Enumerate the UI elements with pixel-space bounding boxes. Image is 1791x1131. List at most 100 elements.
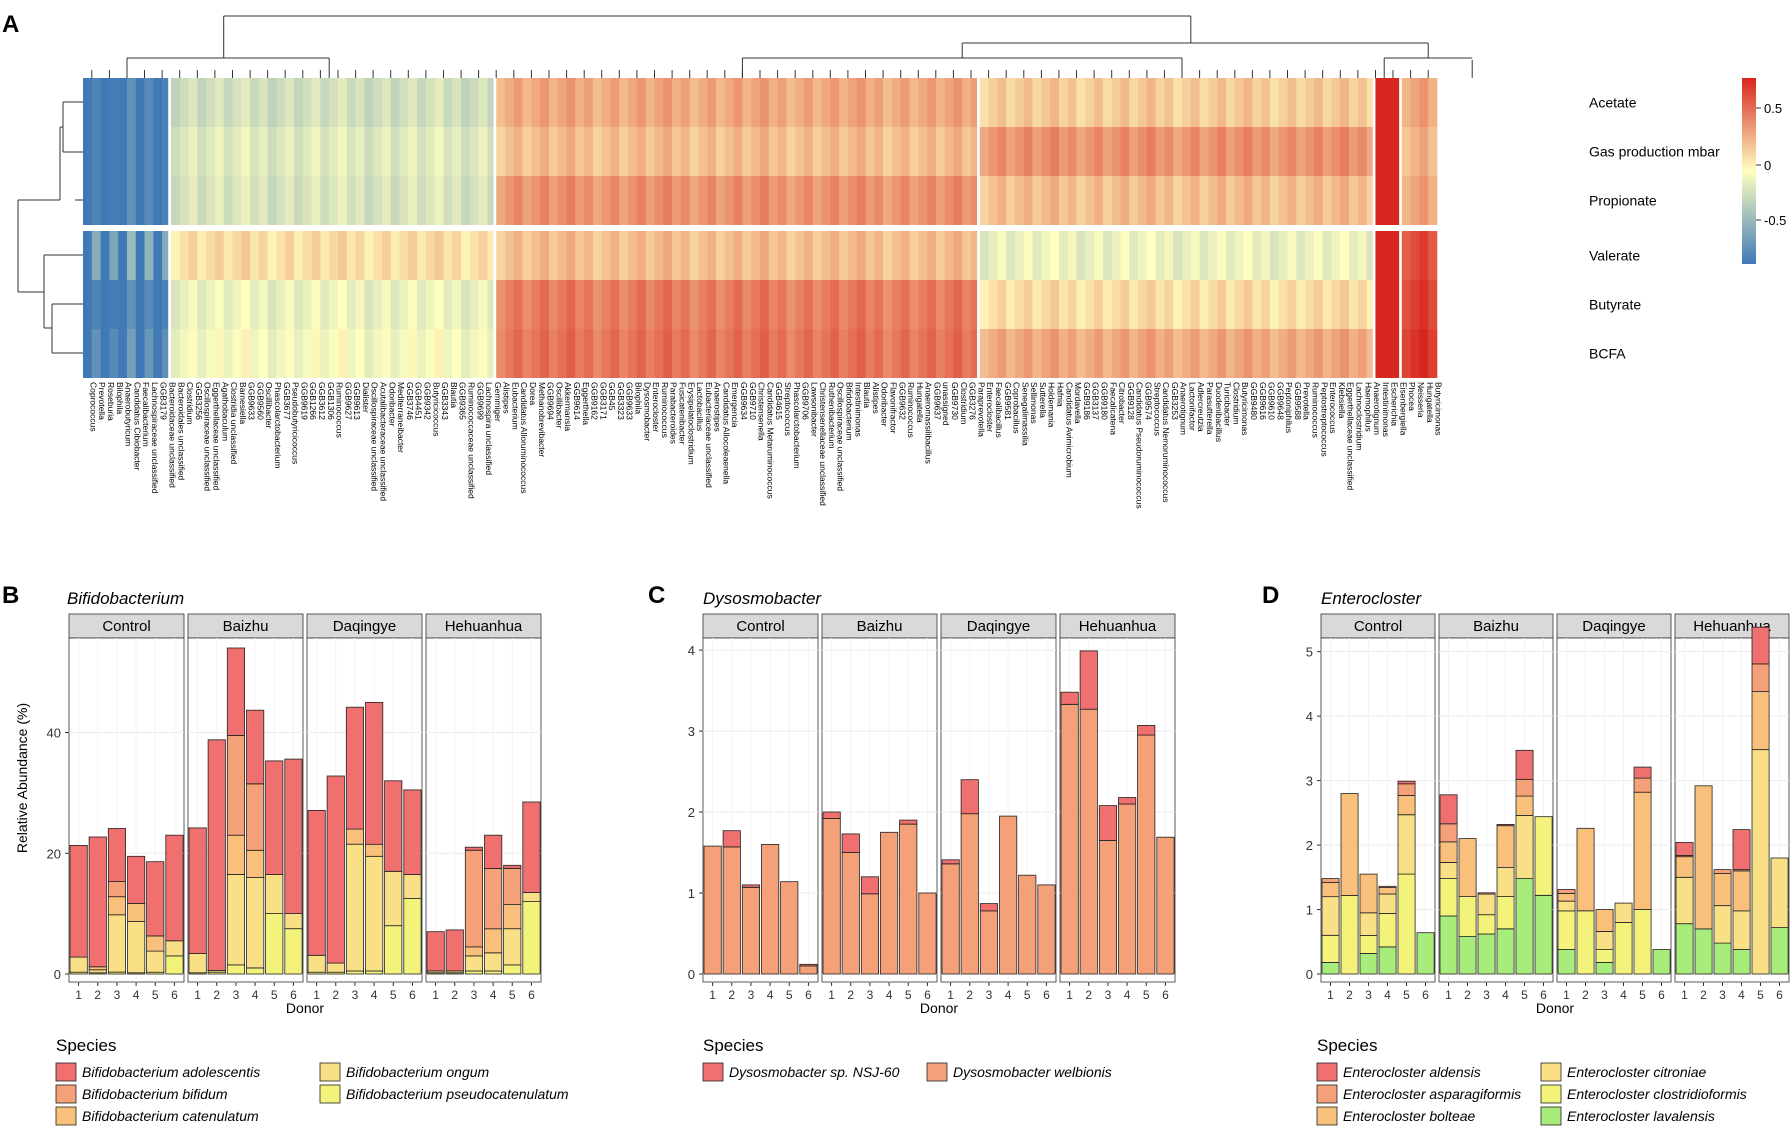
heatmap-column-label: Ruminococcaceae unclassified <box>467 382 477 499</box>
heatmap-cell <box>276 280 286 329</box>
heatmap-column-label: Emergencia <box>730 382 740 428</box>
x-tick-label: 1 <box>947 988 954 1002</box>
bar-segment <box>1378 913 1397 948</box>
bar-segment <box>941 859 960 865</box>
heatmap-cell <box>1173 78 1183 127</box>
bar-segment <box>69 845 88 958</box>
heatmap-cell <box>1182 78 1192 127</box>
heatmap-cell <box>1331 329 1341 378</box>
heatmap-cell <box>505 176 515 225</box>
heatmap-cell <box>768 280 778 329</box>
heatmap-column-label: Dysosmobacter <box>642 382 652 441</box>
bar-segment <box>1439 823 1458 843</box>
y-tick-label: 1 <box>688 886 695 901</box>
heatmap-cell <box>487 78 494 127</box>
legend-label: Enterocloster asparagiformis <box>1343 1086 1521 1102</box>
heatmap-cell <box>1305 329 1315 378</box>
heatmap-cell <box>742 78 752 127</box>
heatmap-cell <box>935 231 945 280</box>
heatmap-cell <box>197 127 207 176</box>
heatmap-cell <box>1296 78 1306 127</box>
heatmap-column-label: GGB9637 <box>932 382 942 420</box>
heatmap-cell <box>540 280 550 329</box>
heatmap-cell <box>478 78 488 127</box>
bar-segment <box>799 963 818 967</box>
heatmap-cell <box>170 329 181 378</box>
heatmap-column-label: Anaeromassilibacillus <box>924 382 934 464</box>
heatmap-column-label: GGB9710 <box>748 382 758 420</box>
heatmap-column-label: Phascolarctobacterium <box>273 382 283 468</box>
heatmap-cell <box>795 329 805 378</box>
heatmap-cell <box>329 231 339 280</box>
heatmap-cell <box>953 329 963 378</box>
bar-segment <box>1713 873 1732 907</box>
heatmap-column-label: GGB9180 <box>1100 382 1110 420</box>
heatmap-cell <box>258 329 268 378</box>
heatmap-cell <box>751 127 761 176</box>
bar-segment <box>1770 857 1789 928</box>
heatmap-cell <box>680 176 690 225</box>
heatmap-cell <box>1261 127 1271 176</box>
heatmap-cell <box>83 78 93 127</box>
heatmap-cell <box>206 329 216 378</box>
heatmap-cell <box>601 176 611 225</box>
heatmap-cell <box>1006 127 1016 176</box>
x-tick-label: 4 <box>1005 988 1012 1002</box>
heatmap-cell <box>1313 78 1323 127</box>
heatmap-cell <box>1428 231 1438 280</box>
heatmap-column-label: GGB3137 <box>1091 382 1101 420</box>
heatmap-column-label: Ruminococcus <box>1311 382 1321 438</box>
heatmap-cell <box>592 231 603 280</box>
x-tick-label: 2 <box>728 988 735 1002</box>
heatmap-cell <box>214 78 224 127</box>
heatmap-cell <box>1269 280 1280 329</box>
heatmap-cell <box>505 329 515 378</box>
heatmap-cell <box>953 78 963 127</box>
heatmap-cell <box>496 280 506 329</box>
heatmap-cell <box>803 329 814 378</box>
bar-segment <box>1458 896 1477 937</box>
heatmap-column-label: Eggerthellaceae unclassified <box>1346 382 1356 490</box>
heatmap-cell <box>267 329 277 378</box>
heatmap-row-label: Butyrate <box>1589 297 1641 313</box>
heatmap-cell <box>592 127 603 176</box>
heatmap-cell <box>918 176 928 225</box>
legend-label: Enterocloster clostridioformis <box>1567 1086 1747 1102</box>
x-tick-label: 2 <box>1346 988 1353 1002</box>
heatmap-cell <box>197 78 207 127</box>
heatmap-cell <box>285 231 295 280</box>
heatmap-cell <box>1401 127 1411 176</box>
heatmap-cell <box>478 329 488 378</box>
y-tick-label: 0 <box>1306 967 1313 982</box>
heatmap-cell <box>891 280 901 329</box>
heatmap-cell <box>461 280 471 329</box>
heatmap-cell <box>1146 127 1156 176</box>
heatmap-column-label: GGB9706 <box>801 382 811 420</box>
x-tick-label: 2 <box>1582 988 1589 1002</box>
heatmap-cell <box>276 176 286 225</box>
heatmap-cell <box>91 280 101 329</box>
heatmap-cell <box>346 280 356 329</box>
heatmap-cell <box>1067 176 1077 225</box>
x-tick-label: 5 <box>271 988 278 1002</box>
heatmap-cell <box>109 176 119 225</box>
heatmap-cell <box>1393 231 1400 280</box>
heatmap-column-label: Clostridia unclassified <box>229 382 239 464</box>
bar-segment <box>1137 725 1156 736</box>
heatmap-column-label: Hungatella <box>915 382 925 423</box>
heatmap-cell <box>1278 329 1288 378</box>
bar-segment <box>365 970 384 975</box>
heatmap-cell <box>452 329 462 378</box>
heatmap-cell <box>1393 329 1400 378</box>
heatmap-cell <box>1014 329 1025 378</box>
heatmap-column-label: Enterocloster <box>651 382 661 432</box>
heatmap-cell <box>417 176 427 225</box>
heatmap-cell <box>1085 231 1095 280</box>
heatmap-cell <box>918 78 928 127</box>
heatmap-cell <box>803 280 814 329</box>
heatmap-cell <box>1023 329 1033 378</box>
heatmap-cell <box>320 78 330 127</box>
bar-segment <box>1439 915 1458 975</box>
heatmap-cell <box>803 127 814 176</box>
heatmap-cell <box>557 127 567 176</box>
